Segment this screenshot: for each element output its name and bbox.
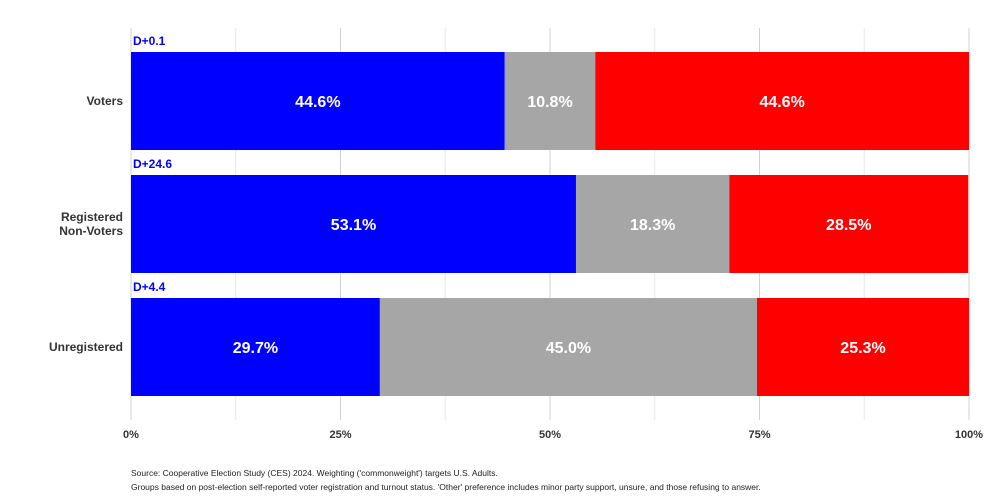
segment-value-label: 45.0% (546, 340, 591, 357)
bar-segment (131, 52, 505, 150)
stacked-bar-chart: 44.6% 10.8% 44.6% D+0.1 Voters 53.1% 18.3% 28.5… (49, 28, 983, 441)
margin-label: D+24.6 (133, 157, 172, 171)
category-label: Unregistered (49, 340, 123, 354)
segment-value-label: 28.5% (826, 217, 871, 234)
segment-value-label: 44.6% (295, 94, 340, 111)
bar-segment (131, 175, 576, 273)
segment-value-label: 10.8% (527, 94, 572, 111)
groups-note: Groups based on post-election self-repor… (131, 482, 761, 492)
category-label: Registered (61, 210, 123, 224)
category-label: Voters (87, 94, 124, 108)
x-tick-label: 75% (748, 429, 770, 441)
segment-value-label: 53.1% (331, 217, 376, 234)
bar-segment (756, 298, 969, 396)
segment-value-label: 44.6% (759, 94, 804, 111)
bar-segment (595, 52, 969, 150)
segment-value-label: 25.3% (840, 340, 885, 357)
margin-label: D+4.4 (133, 280, 166, 294)
bar-segment (729, 175, 969, 273)
category-label: Non-Voters (59, 224, 123, 238)
bar-segment (131, 298, 380, 396)
segment-value-label: 18.3% (630, 217, 675, 234)
segment-value-label: 29.7% (233, 340, 278, 357)
bar-segment (379, 298, 757, 396)
source-note: Source: Cooperative Election Study (CES)… (131, 468, 498, 478)
x-tick-label: 50% (539, 429, 561, 441)
x-tick-label: 0% (123, 429, 139, 441)
bar-segment (575, 175, 730, 273)
x-tick-label: 25% (329, 429, 351, 441)
bar-segment (504, 52, 596, 150)
margin-label: D+0.1 (133, 34, 166, 48)
x-tick-label: 100% (955, 429, 983, 441)
